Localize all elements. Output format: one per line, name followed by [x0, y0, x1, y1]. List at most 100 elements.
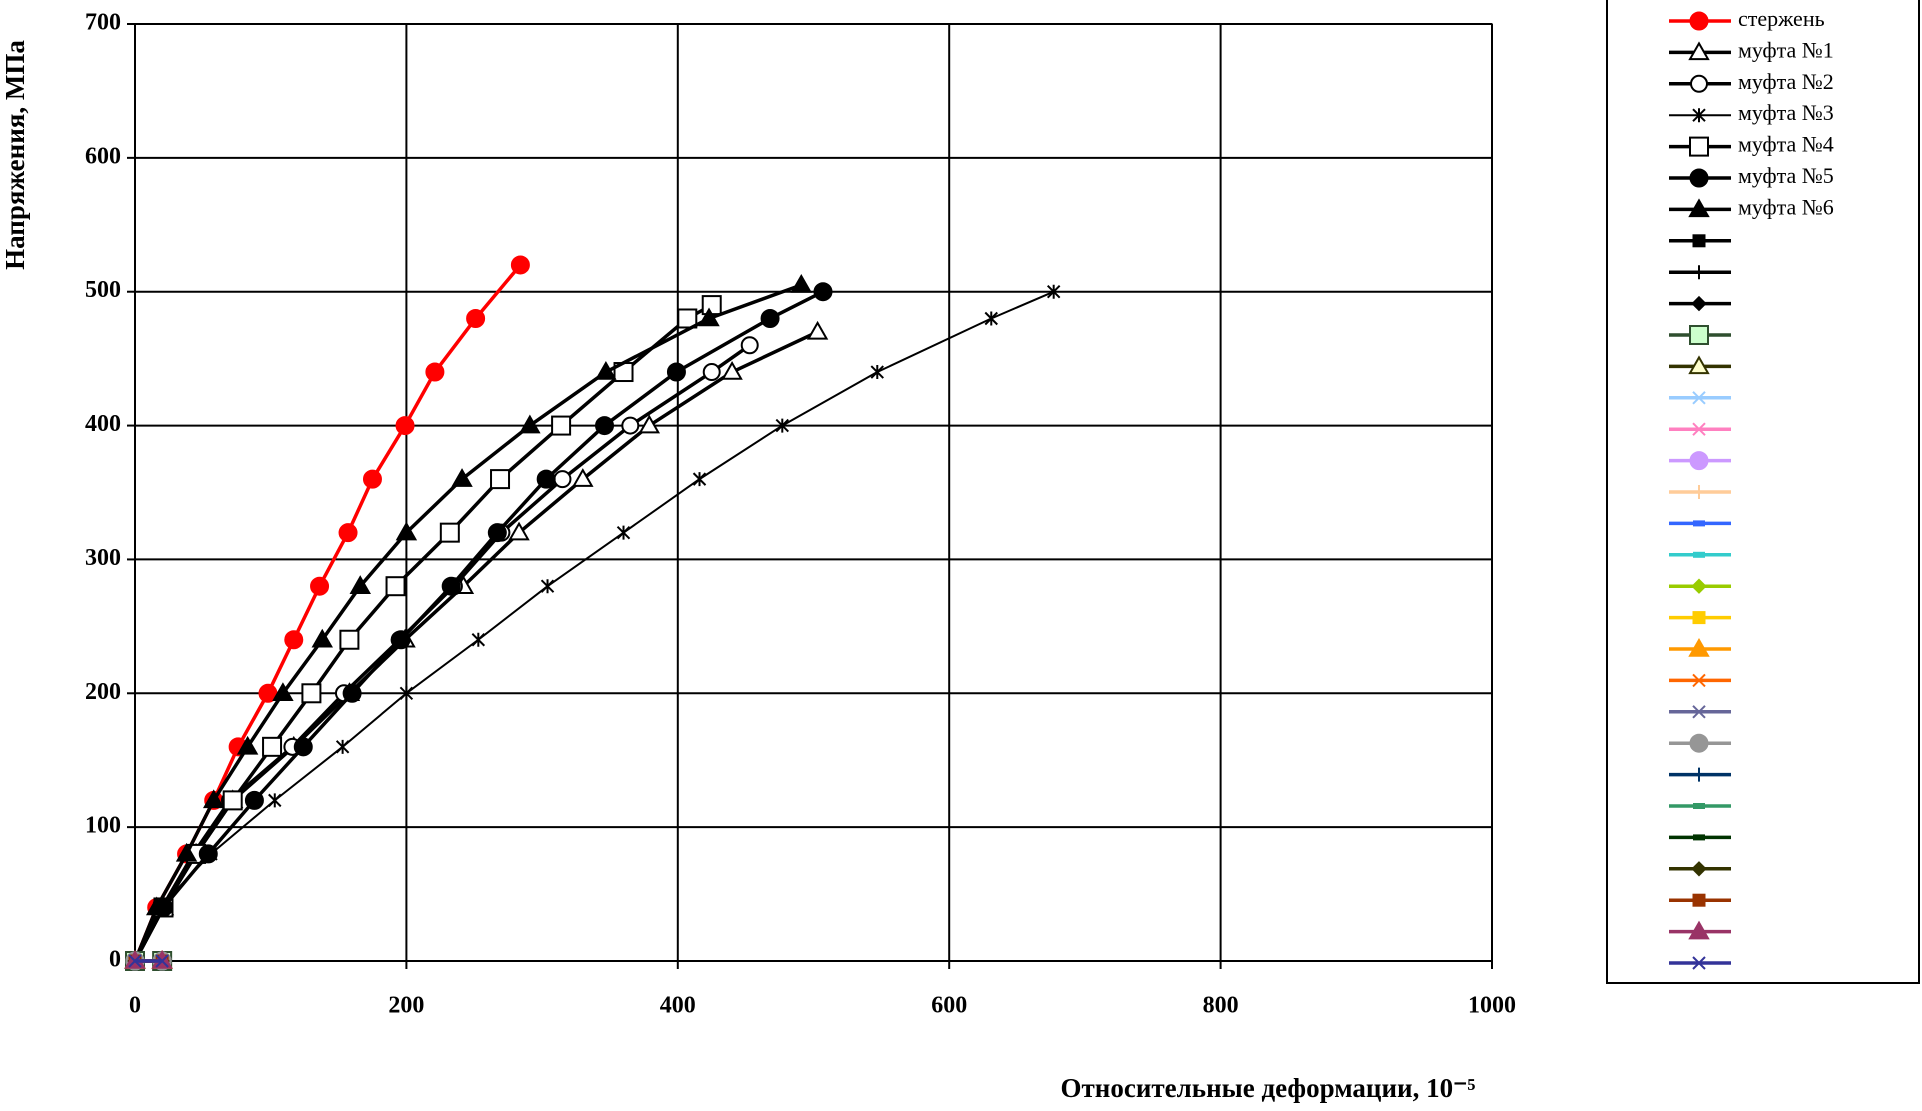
point-part: [342, 683, 362, 703]
y-tick-label: 400: [85, 411, 121, 437]
y-tick-label: 600: [85, 143, 121, 169]
x-tick-label: 200: [388, 993, 424, 1019]
legend-label: муфта №6: [1738, 194, 1834, 219]
point: [677, 308, 698, 329]
legend-marker: [1689, 451, 1709, 471]
point: [1046, 284, 1061, 299]
point: [338, 523, 358, 543]
x-tick-label: 400: [660, 993, 696, 1019]
point: [595, 361, 617, 380]
point: [395, 521, 418, 541]
point-part: [338, 523, 358, 543]
legend-marker-part: [1692, 391, 1706, 405]
point-part: [595, 416, 615, 436]
legend-box: [1606, 0, 1920, 984]
point: [519, 414, 541, 434]
point-part: [551, 415, 572, 436]
legend-marker: [1689, 325, 1709, 345]
point-part: [301, 683, 322, 704]
point: [572, 468, 594, 487]
point-part: [508, 521, 530, 541]
point: [471, 632, 486, 647]
legend-label: муфта №4: [1738, 132, 1834, 157]
legend-marker: [1692, 956, 1706, 970]
point: [775, 418, 789, 433]
point-part: [311, 628, 333, 648]
point: [790, 274, 813, 293]
point: [701, 295, 722, 316]
point-part: [540, 579, 555, 594]
legend-marker-part: [1688, 41, 1710, 61]
x-tick-label: 800: [1203, 993, 1239, 1019]
legend-marker: [1692, 673, 1706, 688]
point: [702, 363, 721, 382]
point-part: [806, 320, 829, 340]
legend-marker: [1688, 41, 1710, 61]
legend-marker: [1692, 108, 1706, 123]
point: [293, 737, 313, 757]
point-part: [698, 307, 720, 327]
point: [692, 472, 707, 487]
point: [441, 576, 461, 596]
legend-marker: [1689, 733, 1709, 753]
legend-label: муфта №2: [1738, 69, 1834, 94]
legend-marker-part: [1688, 637, 1710, 657]
legend-marker: [1689, 168, 1709, 188]
legend-marker-part: [1691, 295, 1707, 312]
legend-marker-part: [1690, 74, 1708, 93]
legend-marker: [1692, 705, 1706, 719]
point-part: [701, 295, 722, 316]
point-part: [1046, 284, 1061, 299]
legend-label: стержень: [1738, 6, 1825, 31]
legend-marker-part: [1693, 551, 1705, 558]
point: [175, 842, 198, 862]
legend-marker-part: [1692, 422, 1706, 436]
point: [268, 793, 282, 808]
legend-label: муфта №3: [1738, 100, 1834, 125]
point-part: [553, 470, 572, 489]
x-tick-label: 600: [931, 993, 967, 1019]
point: [760, 308, 780, 328]
point: [262, 736, 283, 757]
legend-marker-part: [1688, 355, 1710, 375]
point-part: [487, 523, 507, 543]
point: [284, 630, 304, 650]
x-tick-label: 0: [129, 993, 141, 1019]
point-part: [310, 576, 330, 596]
point-part: [638, 414, 661, 434]
point: [540, 579, 555, 594]
x-axis-label: Относительные деформации, 10⁻⁵: [1061, 1073, 1476, 1103]
legend-marker: [1689, 11, 1709, 31]
legend-marker: [1691, 295, 1707, 312]
point-part: [870, 365, 884, 380]
point-part: [536, 469, 556, 489]
legend-marker: [1692, 485, 1706, 499]
legend-marker-part: [1692, 265, 1706, 280]
y-tick-label: 200: [85, 679, 121, 705]
legend-marker-part: [1692, 234, 1706, 248]
point: [272, 682, 294, 702]
point-part: [740, 336, 759, 355]
legend-marker: [1692, 422, 1706, 436]
point-part: [790, 274, 813, 293]
point-part: [145, 896, 168, 916]
legend-label: муфта №5: [1738, 163, 1834, 188]
point: [145, 896, 168, 916]
point-part: [616, 525, 631, 540]
point-part: [572, 468, 594, 487]
legend-marker-part: [1692, 108, 1706, 123]
legend-marker-part: [1692, 893, 1706, 907]
point: [553, 470, 572, 489]
point-part: [268, 793, 282, 808]
point: [490, 469, 511, 490]
point: [311, 628, 333, 648]
legend-marker-part: [1688, 198, 1710, 218]
legend-marker-part: [1688, 920, 1710, 940]
point: [339, 629, 360, 650]
legend-marker-part: [1691, 578, 1707, 594]
point: [510, 255, 530, 275]
point: [508, 521, 530, 541]
point: [342, 683, 362, 703]
legend-marker: [1693, 803, 1705, 809]
